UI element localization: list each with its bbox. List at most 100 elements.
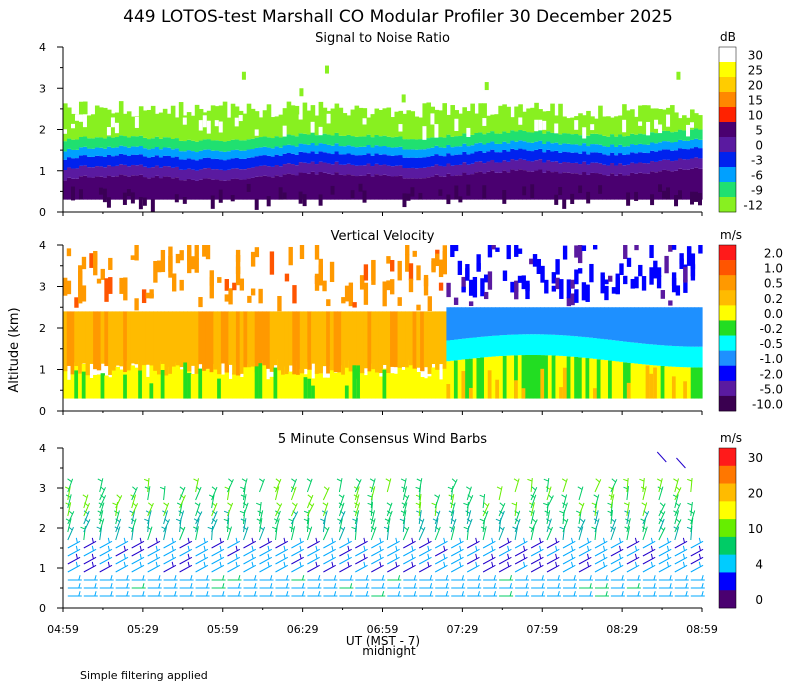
- wind-barb-flag: [139, 545, 142, 551]
- panel-1: Signal to Noise Ratio01234dB302520151050…: [39, 30, 763, 219]
- wind-barb-flag: [94, 575, 97, 581]
- snr-cell: [198, 140, 204, 151]
- snr-cell: [66, 148, 72, 158]
- wind-barb: [674, 487, 682, 501]
- snr-cell: [622, 146, 627, 155]
- colorbar-box: [719, 107, 736, 123]
- wind-barb: [227, 526, 232, 541]
- wind-barb: [354, 510, 360, 525]
- wind-barb-flag: [386, 502, 392, 507]
- velocity-cell: [239, 278, 245, 291]
- snr-cell: [658, 108, 663, 132]
- wind-barb: [530, 526, 535, 541]
- snr-cell: [450, 176, 455, 200]
- velocity-cell: [269, 251, 275, 275]
- velocity-cell: [634, 342, 639, 364]
- snr-cell: [254, 156, 260, 167]
- wind-barb: [259, 540, 273, 549]
- snr-cell: [362, 190, 367, 203]
- snr-cell: [650, 161, 655, 172]
- velocity-cell: [213, 311, 218, 370]
- snr-cell: [458, 136, 463, 147]
- snr-cell: [446, 144, 451, 154]
- snr-cell: [614, 136, 619, 147]
- snr-cell: [338, 135, 344, 147]
- wind-barb-flag: [675, 486, 681, 491]
- wind-barb: [147, 478, 150, 493]
- snr-cell: [318, 151, 324, 162]
- snr-cell: [318, 194, 323, 206]
- snr-gap: [658, 124, 665, 134]
- velocity-cell: [258, 288, 263, 304]
- velocity-cell: [623, 307, 628, 342]
- snr-cell: [550, 161, 555, 173]
- wind-barb: [163, 548, 177, 557]
- wind-barb-flag: [273, 486, 279, 490]
- y-tick-label: 3: [39, 482, 46, 495]
- snr-cell: [310, 171, 316, 200]
- velocity-cell: [348, 311, 354, 372]
- wind-barb: [594, 479, 602, 493]
- snr-cell: [582, 151, 587, 162]
- velocity-cell: [288, 246, 293, 266]
- velocity-cell: [224, 311, 229, 373]
- colorbar-label: 30: [748, 451, 763, 465]
- wind-barb: [307, 564, 320, 573]
- snr-cell: [674, 195, 679, 207]
- snr-cell: [438, 155, 443, 166]
- velocity-cell: [664, 366, 669, 399]
- wind-barb: [594, 556, 608, 565]
- snr-cell: [590, 144, 595, 153]
- snr-cell: [666, 141, 671, 150]
- velocity-cell: [649, 267, 654, 285]
- colorbar-label: -1.0: [760, 352, 783, 366]
- snr-cell: [138, 174, 144, 200]
- velocity-cell: [431, 258, 436, 273]
- snr-cell: [182, 169, 188, 181]
- velocity-cell: [656, 344, 662, 366]
- wind-barb: [275, 478, 282, 493]
- wind-barb-flag: [333, 591, 337, 597]
- wind-barb: [131, 556, 145, 565]
- snr-gap: [574, 120, 581, 130]
- velocity-cell: [281, 365, 286, 399]
- wind-barb: [83, 540, 97, 549]
- snr-cell: [346, 163, 352, 175]
- velocity-cell: [465, 338, 470, 360]
- velocity-cell: [96, 374, 102, 399]
- velocity-cell: [514, 307, 519, 335]
- snr-cell: [394, 111, 400, 137]
- wind-barb-flag: [634, 553, 638, 559]
- snr-cell: [662, 190, 667, 199]
- wind-barb: [370, 518, 376, 533]
- wind-barb: [131, 486, 138, 501]
- velocity-cell: [145, 376, 151, 399]
- snr-cell: [506, 161, 511, 173]
- snr-cell: [134, 136, 140, 147]
- snr-cell: [590, 172, 595, 200]
- snr-cell: [158, 178, 164, 200]
- snr-cell: [598, 185, 603, 194]
- velocity-cell: [81, 371, 87, 399]
- wind-barb: [195, 518, 200, 533]
- wind-barb-flag: [593, 494, 599, 498]
- snr-gap: [654, 119, 661, 129]
- snr-cell: [438, 189, 443, 196]
- velocity-cell: [559, 387, 564, 399]
- snr-cell: [594, 152, 599, 163]
- snr-cell: [530, 161, 535, 172]
- y-axis-label: Altitude (km): [7, 307, 22, 392]
- snr-echo: [676, 71, 681, 80]
- snr-cell: [502, 160, 507, 171]
- colorbar-label: 10: [748, 109, 763, 123]
- velocity-cell: [190, 256, 196, 270]
- snr-cell: [502, 131, 507, 142]
- snr-cell: [374, 153, 380, 164]
- wind-barb-flag: [174, 583, 177, 589]
- wind-barb-flag: [496, 486, 502, 490]
- wind-barb-flag: [193, 526, 199, 530]
- colorbar-label: -5.0: [760, 382, 783, 396]
- velocity-cell: [235, 266, 241, 286]
- snr-cell: [234, 168, 240, 179]
- velocity-cell: [74, 370, 79, 399]
